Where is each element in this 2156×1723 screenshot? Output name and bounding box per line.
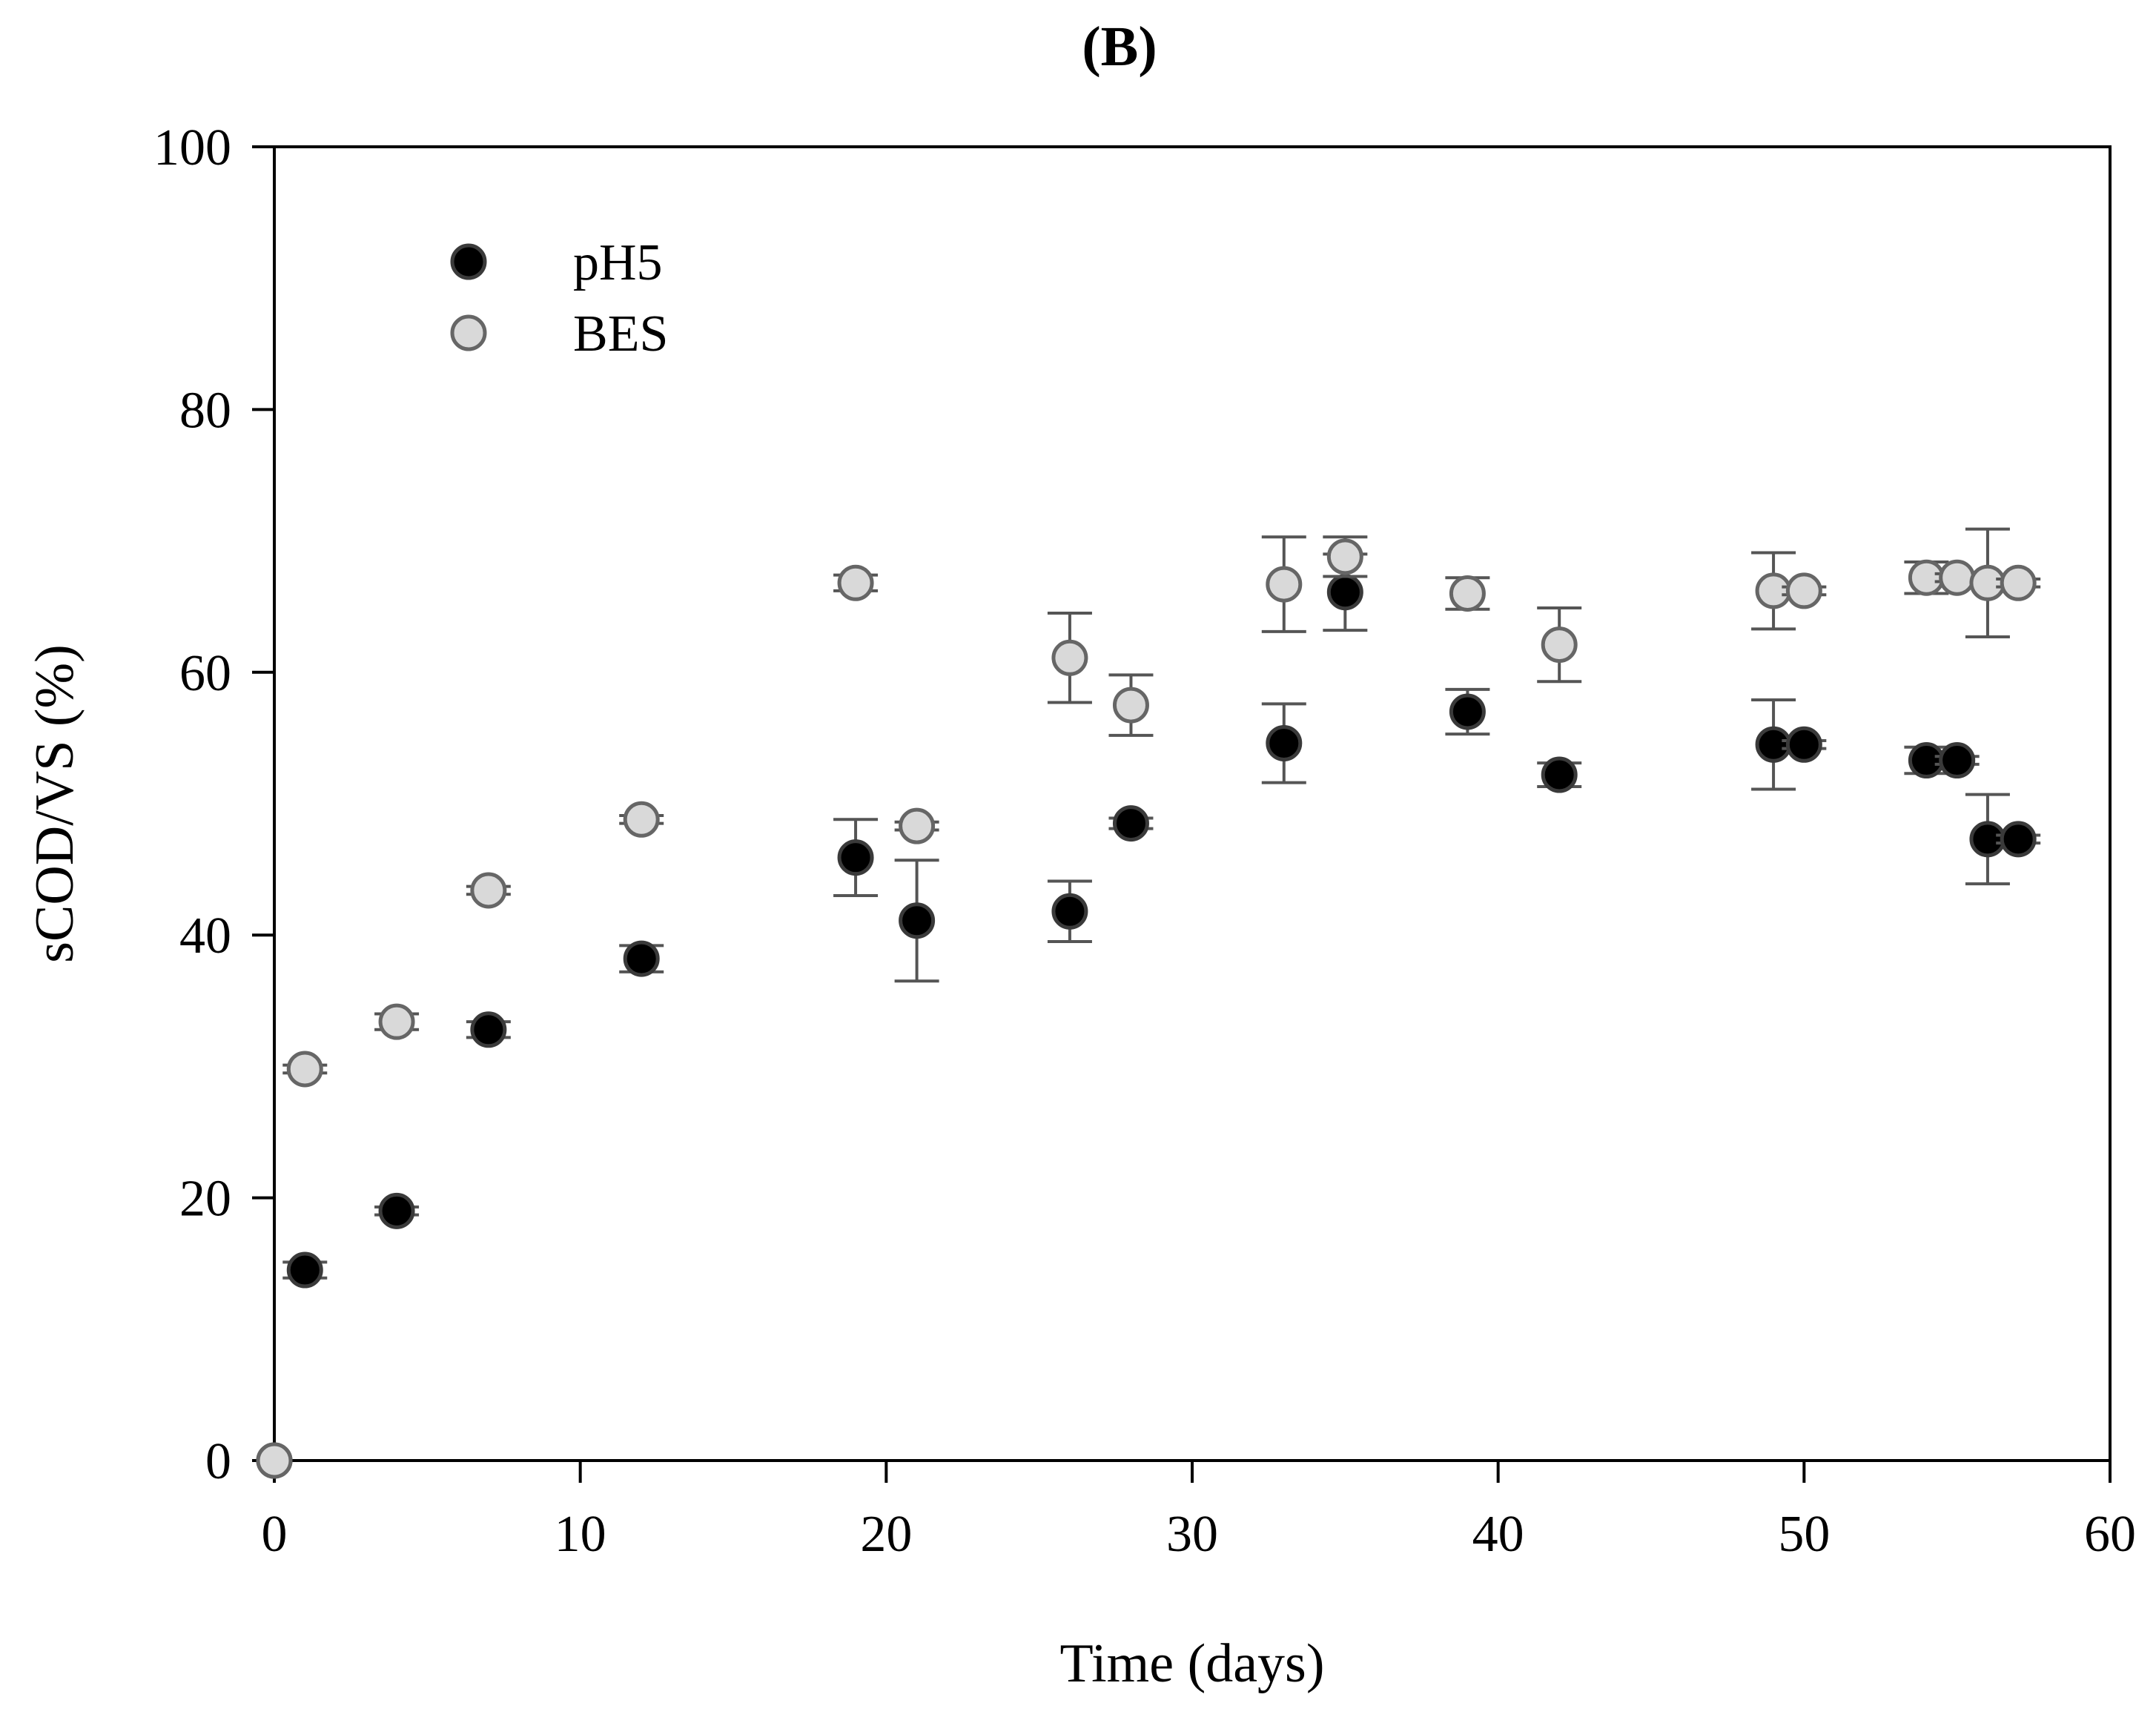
data-point (1051, 639, 1088, 676)
data-point (1785, 572, 1822, 609)
data-point (1541, 626, 1578, 664)
data-point (2000, 821, 2037, 858)
y-tick-label: 20 (179, 1171, 231, 1228)
legend-label-bes: BES (573, 305, 668, 363)
data-point (623, 801, 660, 838)
y-tick-label: 100 (153, 119, 231, 176)
x-tick-label: 0 (262, 1506, 288, 1563)
x-axis: 0 10 20 30 40 50 60 (262, 1461, 2136, 1563)
data-point (1266, 566, 1303, 603)
data-point (1112, 687, 1149, 724)
data-point (470, 1011, 507, 1048)
legend-marker-bes (450, 314, 487, 351)
chart-title: (B) (1082, 16, 1157, 78)
x-tick-label: 20 (860, 1506, 912, 1563)
y-axis-label: sCOD/VS (%) (24, 644, 85, 963)
data-point (899, 807, 936, 844)
data-point (1939, 742, 1976, 779)
y-tick-label: 60 (179, 645, 231, 702)
data-point (623, 940, 660, 977)
data-point (1755, 726, 1792, 763)
data-point (1785, 726, 1822, 763)
data-point (1969, 564, 2006, 601)
data-point (837, 564, 874, 601)
y-axis: 0 20 40 60 80 100 (153, 119, 274, 1490)
y-tick-label: 80 (179, 382, 231, 439)
data-point (1969, 821, 2006, 858)
y-tick-label: 40 (179, 907, 231, 965)
legend-marker-ph5 (450, 243, 487, 280)
data-point (1755, 572, 1792, 609)
x-tick-label: 50 (1778, 1506, 1830, 1563)
data-point (1908, 559, 1945, 596)
data-point (1908, 742, 1945, 779)
data-point (286, 1051, 323, 1088)
data-point (1449, 575, 1486, 612)
data-point (1051, 893, 1088, 930)
legend-label-ph5: pH5 (573, 234, 663, 291)
data-point (470, 872, 507, 909)
data-point (256, 1442, 293, 1479)
data-point (378, 1192, 415, 1229)
x-tick-label: 60 (2084, 1506, 2136, 1563)
data-point (286, 1251, 323, 1289)
data-point (1326, 538, 1363, 575)
x-axis-label: Time (days) (1060, 1633, 1325, 1694)
y-tick-label: 0 (205, 1433, 231, 1490)
data-point (1939, 559, 1976, 596)
series-bes (256, 527, 2041, 1479)
data-point (1541, 756, 1578, 793)
data-point (837, 839, 874, 876)
series-ph5 (256, 552, 2041, 1479)
data-point (899, 902, 936, 939)
x-tick-label: 30 (1166, 1506, 1218, 1563)
data-point (1449, 693, 1486, 730)
data-point (1112, 805, 1149, 842)
plot-frame (273, 145, 2112, 1462)
data-series (256, 527, 2041, 1479)
data-point (2000, 564, 2037, 601)
data-point (378, 1003, 415, 1040)
x-tick-label: 10 (555, 1506, 606, 1563)
legend: pH5 BES (450, 234, 668, 363)
data-point (1326, 574, 1363, 611)
data-point (1266, 724, 1303, 761)
x-tick-label: 40 (1472, 1506, 1524, 1563)
